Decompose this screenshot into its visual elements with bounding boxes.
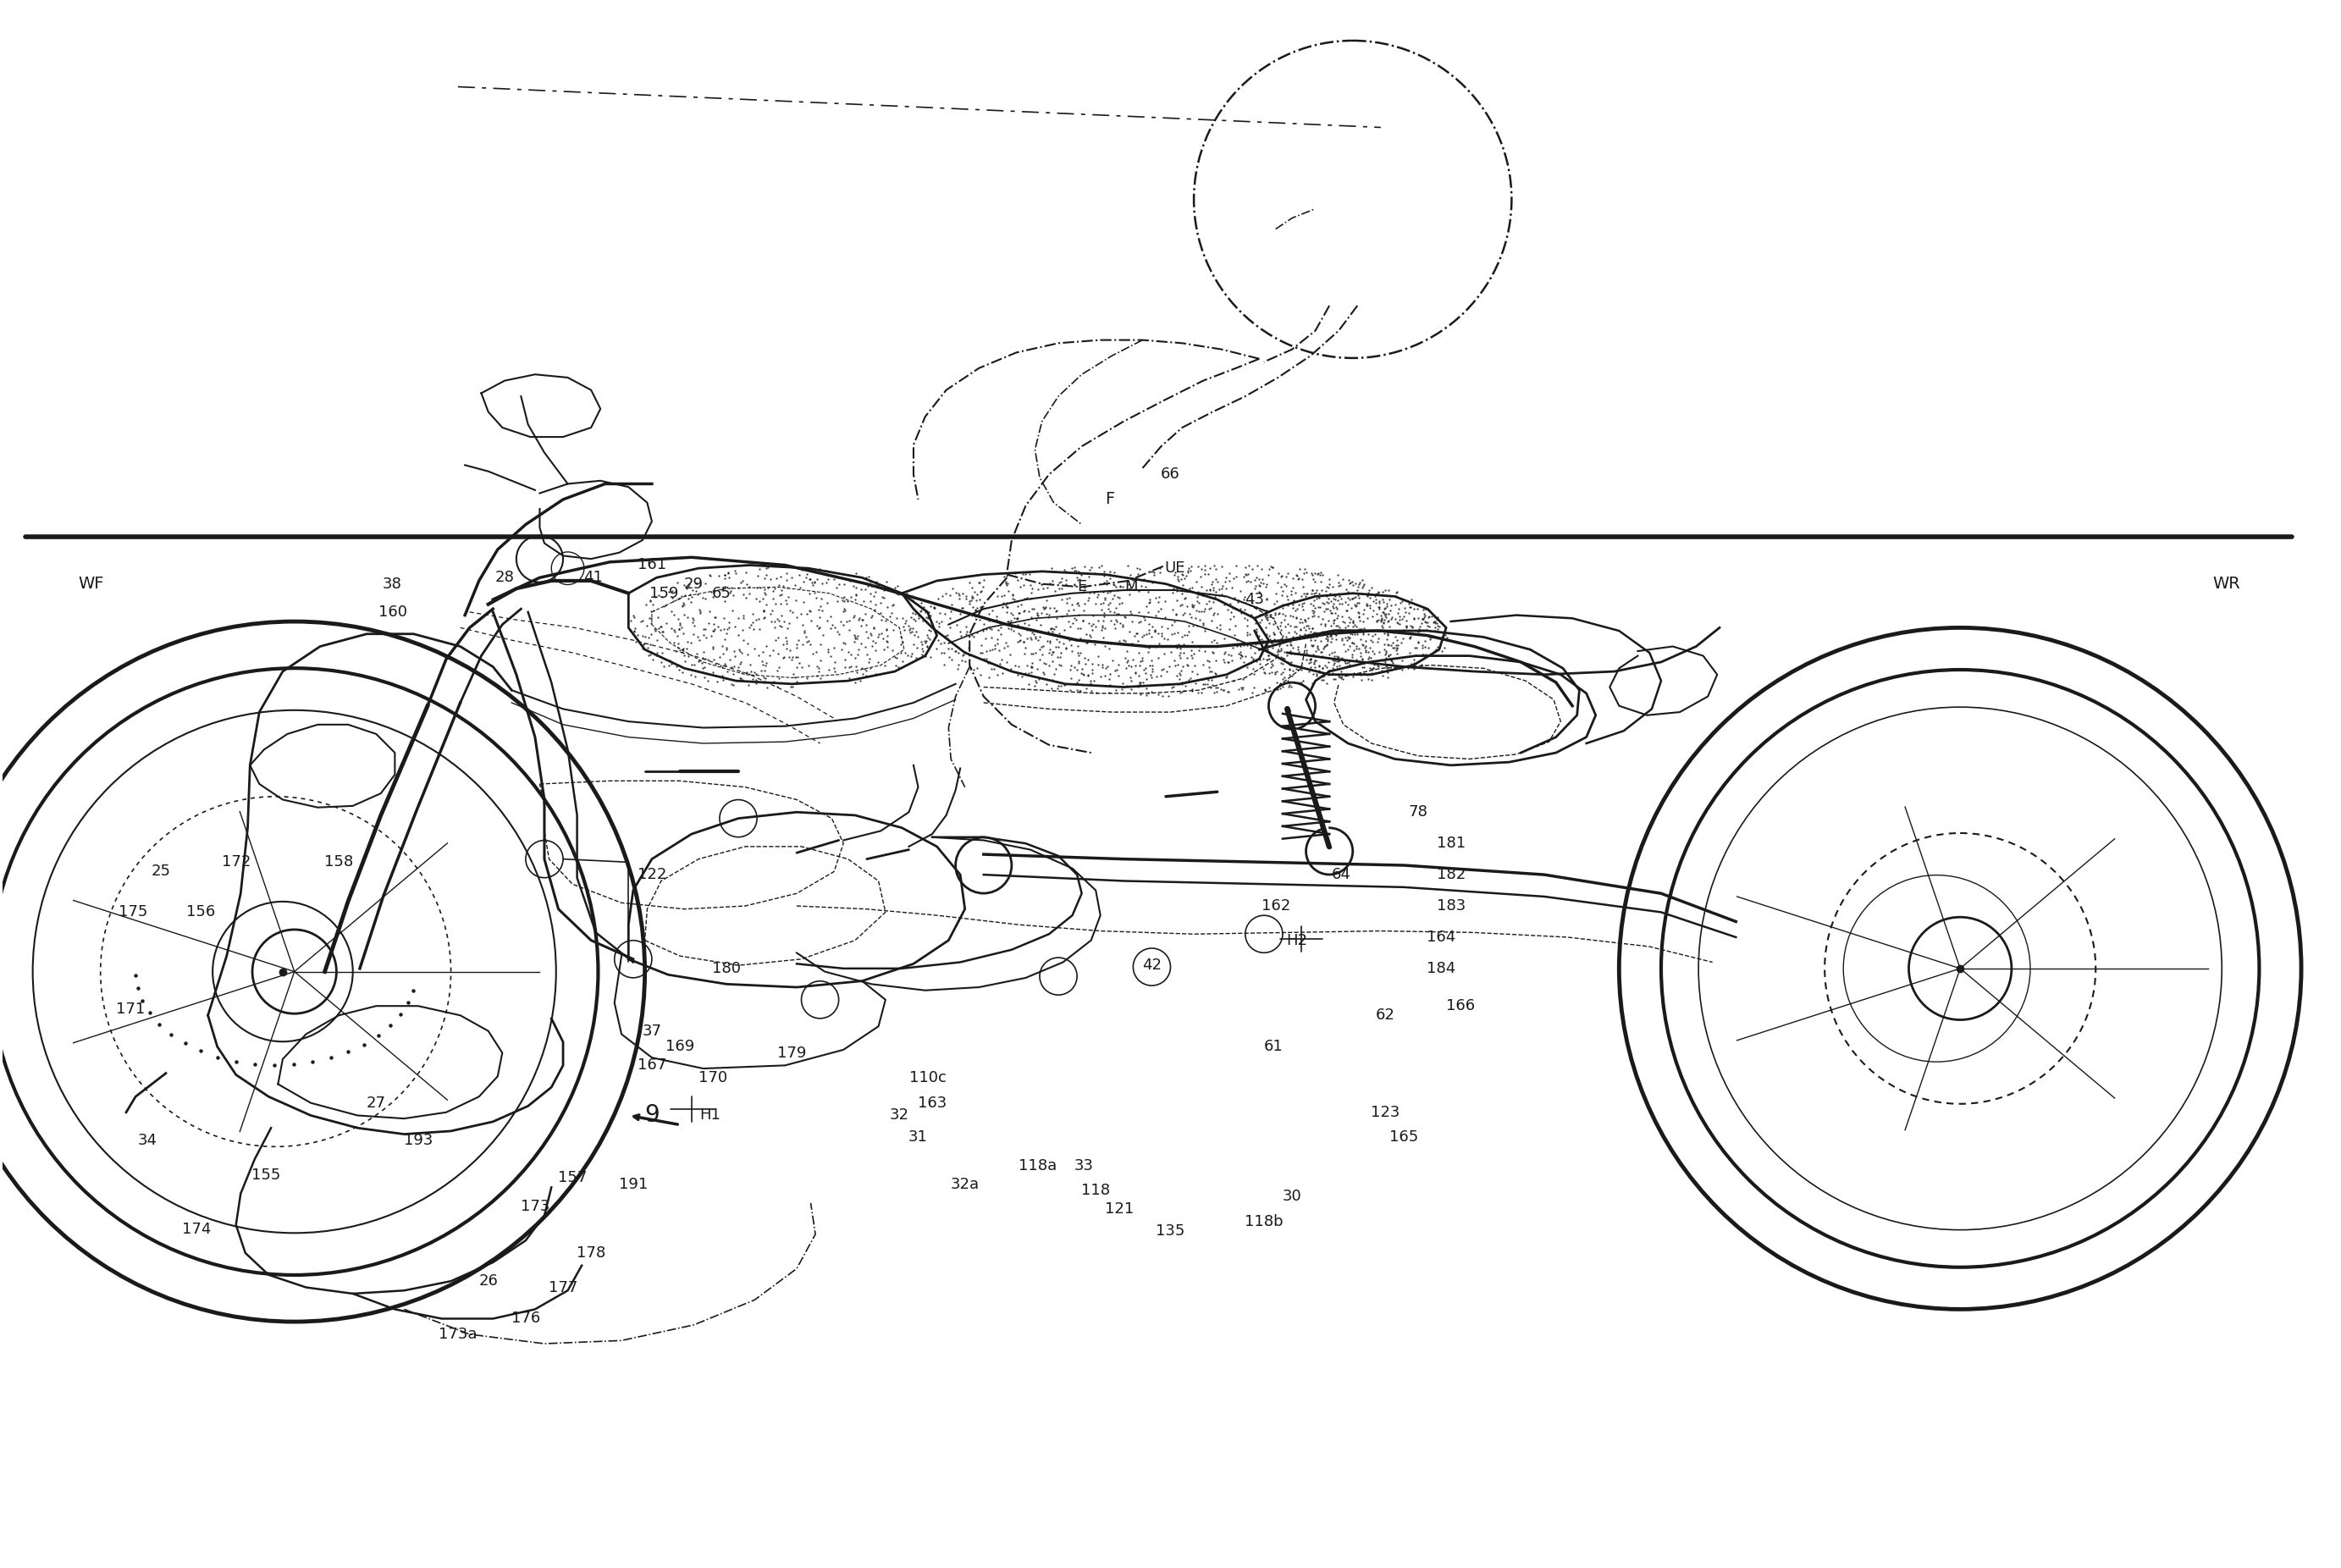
Text: 155: 155 [253, 1167, 281, 1182]
Text: 25: 25 [152, 864, 171, 880]
Text: 184: 184 [1428, 961, 1456, 977]
Text: 26: 26 [478, 1273, 499, 1289]
Text: 162: 162 [1262, 898, 1290, 914]
Text: 191: 191 [618, 1176, 648, 1192]
Text: 31: 31 [908, 1129, 927, 1145]
Text: 32a: 32a [950, 1176, 979, 1192]
Text: 43: 43 [1245, 591, 1264, 607]
Text: 122: 122 [637, 867, 667, 883]
Text: 32: 32 [890, 1109, 908, 1123]
Text: WF: WF [77, 575, 103, 593]
Text: 118: 118 [1082, 1182, 1110, 1198]
Text: 167: 167 [637, 1058, 667, 1073]
Text: 180: 180 [712, 961, 742, 977]
Text: 9: 9 [644, 1104, 660, 1127]
Text: 62: 62 [1377, 1008, 1395, 1022]
Text: 65: 65 [712, 586, 733, 601]
Text: 33: 33 [1075, 1157, 1093, 1173]
Text: 170: 170 [698, 1071, 728, 1085]
Text: E: E [1077, 580, 1086, 594]
Text: 37: 37 [641, 1024, 663, 1038]
Text: 42: 42 [1142, 958, 1161, 974]
Text: 163: 163 [918, 1096, 946, 1110]
Text: 182: 182 [1437, 867, 1465, 883]
Text: 177: 177 [548, 1279, 578, 1295]
Text: 166: 166 [1447, 999, 1475, 1013]
Text: 61: 61 [1264, 1040, 1283, 1054]
Text: 66: 66 [1161, 467, 1180, 481]
Text: 29: 29 [684, 577, 705, 591]
Text: 175: 175 [119, 905, 147, 920]
Text: 164: 164 [1428, 930, 1456, 946]
Text: M: M [1124, 580, 1138, 594]
Text: 171: 171 [117, 1002, 145, 1016]
Text: 178: 178 [576, 1245, 606, 1261]
Text: 176: 176 [510, 1311, 541, 1327]
Text: 169: 169 [665, 1040, 695, 1054]
Text: 181: 181 [1437, 836, 1465, 851]
Text: 183: 183 [1437, 898, 1465, 914]
Text: 156: 156 [187, 905, 215, 920]
Text: 165: 165 [1391, 1129, 1419, 1145]
Text: 161: 161 [637, 558, 667, 572]
Text: 179: 179 [777, 1046, 808, 1060]
Text: 41: 41 [583, 571, 604, 585]
Text: 173: 173 [520, 1198, 550, 1214]
Text: 118b: 118b [1245, 1214, 1283, 1229]
Text: 157: 157 [557, 1170, 588, 1185]
Text: H1: H1 [700, 1109, 721, 1123]
Text: 78: 78 [1409, 804, 1428, 820]
Text: 174: 174 [183, 1221, 211, 1237]
Text: 173a: 173a [438, 1327, 478, 1342]
Text: 28: 28 [494, 571, 515, 585]
Text: 38: 38 [384, 577, 403, 591]
Text: 110c: 110c [908, 1071, 946, 1085]
Text: 123: 123 [1372, 1105, 1400, 1120]
Text: 34: 34 [138, 1132, 157, 1148]
Text: 159: 159 [648, 586, 679, 601]
Text: F: F [1105, 491, 1114, 508]
Text: 118a: 118a [1018, 1157, 1056, 1173]
Text: 160: 160 [379, 604, 407, 619]
Text: WR: WR [2212, 575, 2240, 593]
Text: UE: UE [1166, 561, 1185, 575]
Text: 30: 30 [1283, 1189, 1302, 1204]
Text: 172: 172 [222, 855, 250, 870]
Text: 64: 64 [1332, 867, 1351, 883]
Text: 135: 135 [1156, 1223, 1185, 1239]
Text: 27: 27 [368, 1096, 386, 1110]
Text: 121: 121 [1105, 1201, 1133, 1217]
Text: 193: 193 [403, 1132, 433, 1148]
Text: H2: H2 [1285, 933, 1306, 949]
Text: 158: 158 [325, 855, 353, 870]
